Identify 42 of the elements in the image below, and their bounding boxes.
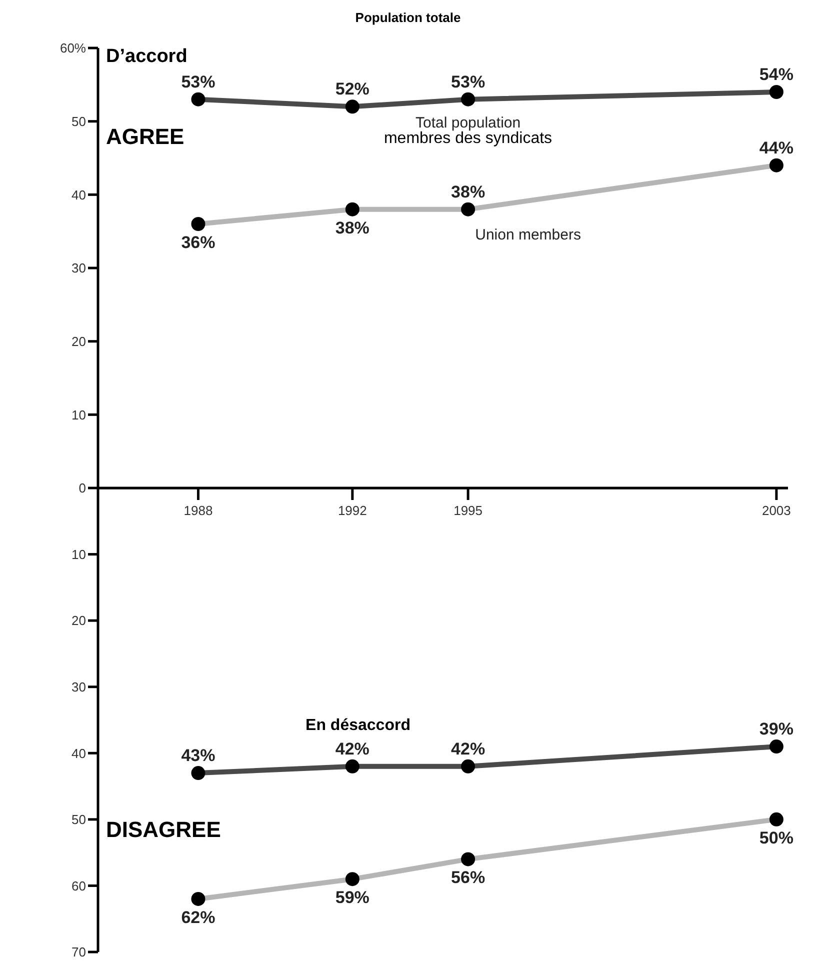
data-label: 39% [759, 720, 794, 739]
annotation: En désaccord [306, 717, 410, 735]
data-label: 53% [181, 72, 216, 92]
data-label: 43% [181, 746, 216, 766]
annotation: D’accord [106, 46, 188, 68]
text: Population totale [355, 10, 461, 25]
data-label: 50% [759, 828, 794, 848]
y-tick-label: 60 [72, 878, 86, 894]
x-tick-label: 1992 [338, 503, 367, 518]
y-tick-label: 20 [72, 334, 86, 349]
x-tick-label: 1995 [454, 503, 483, 518]
y-tick-label: 60% [60, 40, 86, 56]
data-label: 36% [181, 233, 216, 252]
y-tick-label: 10 [72, 546, 86, 562]
series-label: Total population [416, 114, 521, 132]
y-tick-label: 20 [72, 613, 86, 628]
data-label: 38% [451, 182, 486, 202]
data-label: 62% [181, 908, 216, 927]
y-tick-label: 0 [78, 480, 86, 496]
x-tick-label: 2003 [762, 503, 791, 518]
y-tick-label: 10 [72, 407, 86, 422]
data-label: 59% [335, 888, 370, 908]
data-label: 42% [335, 739, 370, 758]
annotation: membres des syndicats [384, 130, 552, 148]
y-tick-label: 40 [72, 746, 86, 761]
y-tick-label: 30 [72, 260, 86, 276]
data-label: 38% [335, 218, 370, 238]
annotation: AGREE [106, 124, 184, 150]
y-tick-label: 50 [72, 812, 86, 828]
y-tick-label: 30 [72, 679, 86, 694]
x-tick-label: 1988 [184, 503, 213, 518]
y-tick-label: 40 [72, 187, 86, 202]
data-label: 42% [451, 739, 486, 758]
annotation: DISAGREE [106, 817, 221, 843]
data-label: 52% [335, 80, 370, 99]
data-label: 54% [759, 65, 794, 84]
y-tick-label: 70 [72, 944, 86, 960]
data-label: 56% [451, 868, 486, 888]
series-label: Union members [475, 226, 581, 244]
y-tick-label: 50 [72, 114, 86, 129]
data-label: 44% [759, 138, 794, 158]
data-label: 53% [451, 72, 486, 92]
